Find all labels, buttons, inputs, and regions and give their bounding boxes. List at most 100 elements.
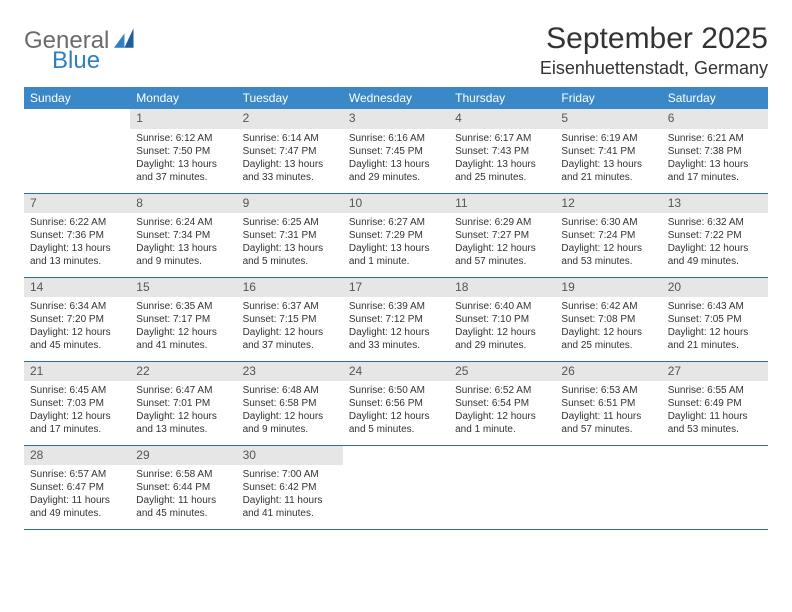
sunset-text: Sunset: 7:03 PM	[30, 397, 124, 410]
day-number: 12	[555, 194, 661, 214]
calendar-cell: 11Sunrise: 6:29 AMSunset: 7:27 PMDayligh…	[449, 193, 555, 277]
daylight-text: Daylight: 13 hours and 37 minutes.	[136, 158, 230, 184]
calendar-cell: 27Sunrise: 6:55 AMSunset: 6:49 PMDayligh…	[662, 361, 768, 445]
sunrise-text: Sunrise: 6:12 AM	[136, 132, 230, 145]
calendar-cell: 18Sunrise: 6:40 AMSunset: 7:10 PMDayligh…	[449, 277, 555, 361]
sunrise-text: Sunrise: 6:39 AM	[349, 300, 443, 313]
sunrise-text: Sunrise: 6:16 AM	[349, 132, 443, 145]
calendar-cell: 5Sunrise: 6:19 AMSunset: 7:41 PMDaylight…	[555, 109, 661, 193]
calendar-cell: 24Sunrise: 6:50 AMSunset: 6:56 PMDayligh…	[343, 361, 449, 445]
daylight-text: Daylight: 12 hours and 49 minutes.	[668, 242, 762, 268]
sunset-text: Sunset: 7:47 PM	[243, 145, 337, 158]
calendar-cell: 10Sunrise: 6:27 AMSunset: 7:29 PMDayligh…	[343, 193, 449, 277]
calendar-cell	[343, 445, 449, 529]
daylight-text: Daylight: 11 hours and 41 minutes.	[243, 494, 337, 520]
day-header: Monday	[130, 87, 236, 109]
sunset-text: Sunset: 7:24 PM	[561, 229, 655, 242]
calendar-cell: 1 Sunrise: 6:12 AMSunset: 7:50 PMDaylight…	[130, 109, 236, 193]
calendar-cell: 15Sunrise: 6:35 AMSunset: 7:17 PMDayligh…	[130, 277, 236, 361]
title-block: September 2025 Eisenhuettenstadt, German…	[540, 22, 768, 79]
sunset-text: Sunset: 7:05 PM	[668, 313, 762, 326]
sunset-text: Sunset: 7:20 PM	[30, 313, 124, 326]
sunset-text: Sunset: 7:34 PM	[136, 229, 230, 242]
day-number: 4	[449, 109, 555, 129]
sunset-text: Sunset: 6:49 PM	[668, 397, 762, 410]
calendar-cell	[662, 445, 768, 529]
day-number: 18	[449, 278, 555, 298]
daylight-text: Daylight: 11 hours and 45 minutes.	[136, 494, 230, 520]
sunrise-text: Sunrise: 6:40 AM	[455, 300, 549, 313]
calendar-cell: 26Sunrise: 6:53 AMSunset: 6:51 PMDayligh…	[555, 361, 661, 445]
day-number: 1	[130, 109, 236, 129]
daylight-text: Daylight: 13 hours and 1 minute.	[349, 242, 443, 268]
calendar-cell: 16 Sunrise: 6:37 AMSunset: 7:15 PMDayligh…	[237, 277, 343, 361]
day-number: 15	[130, 278, 236, 298]
day-number: 6	[662, 109, 768, 129]
day-number: 13	[662, 194, 768, 214]
day-number: 30	[237, 446, 343, 466]
sunset-text: Sunset: 7:50 PM	[136, 145, 230, 158]
daylight-text: Daylight: 11 hours and 49 minutes.	[30, 494, 124, 520]
sunset-text: Sunset: 6:42 PM	[243, 481, 337, 494]
day-number: 20	[662, 278, 768, 298]
day-header-row: Sunday Monday Tuesday Wednesday Thursday…	[24, 87, 768, 109]
sunrise-text: Sunrise: 6:34 AM	[30, 300, 124, 313]
day-header: Wednesday	[343, 87, 449, 109]
calendar-cell: 23Sunrise: 6:48 AMSunset: 6:58 PMDayligh…	[237, 361, 343, 445]
calendar-cell: 20Sunrise: 6:43 AMSunset: 7:05 PMDayligh…	[662, 277, 768, 361]
calendar-cell: 29Sunrise: 6:58 AMSunset: 6:44 PMDayligh…	[130, 445, 236, 529]
day-number: 3	[343, 109, 449, 129]
day-header: Friday	[555, 87, 661, 109]
sunrise-text: Sunrise: 6:53 AM	[561, 384, 655, 397]
sunrise-text: Sunrise: 6:52 AM	[455, 384, 549, 397]
sunset-text: Sunset: 7:15 PM	[243, 313, 337, 326]
daylight-text: Daylight: 12 hours and 53 minutes.	[561, 242, 655, 268]
daylight-text: Daylight: 13 hours and 29 minutes.	[349, 158, 443, 184]
daylight-text: Daylight: 12 hours and 1 minute.	[455, 410, 549, 436]
daylight-text: Daylight: 11 hours and 53 minutes.	[668, 410, 762, 436]
calendar-cell: 14Sunrise: 6:34 AMSunset: 7:20 PMDayligh…	[24, 277, 130, 361]
calendar-cell: 6Sunrise: 6:21 AMSunset: 7:38 PMDaylight…	[662, 109, 768, 193]
brand-word-2: Blue	[52, 49, 140, 73]
calendar-cell: 25Sunrise: 6:52 AMSunset: 6:54 PMDayligh…	[449, 361, 555, 445]
daylight-text: Daylight: 13 hours and 17 minutes.	[668, 158, 762, 184]
sunset-text: Sunset: 7:27 PM	[455, 229, 549, 242]
daylight-text: Daylight: 13 hours and 5 minutes.	[243, 242, 337, 268]
day-number: 16	[237, 278, 343, 298]
daylight-text: Daylight: 12 hours and 41 minutes.	[136, 326, 230, 352]
calendar-page: General Blue September 2025 Eisenhuetten…	[0, 0, 792, 552]
sunrise-text: Sunrise: 6:42 AM	[561, 300, 655, 313]
daylight-text: Daylight: 13 hours and 9 minutes.	[136, 242, 230, 268]
daylight-text: Daylight: 12 hours and 37 minutes.	[243, 326, 337, 352]
daylight-text: Daylight: 12 hours and 13 minutes.	[136, 410, 230, 436]
calendar-cell: 8Sunrise: 6:24 AMSunset: 7:34 PMDaylight…	[130, 193, 236, 277]
sunrise-text: Sunrise: 6:47 AM	[136, 384, 230, 397]
day-number: 21	[24, 362, 130, 382]
calendar-cell: 13Sunrise: 6:32 AMSunset: 7:22 PMDayligh…	[662, 193, 768, 277]
sunset-text: Sunset: 7:08 PM	[561, 313, 655, 326]
sunset-text: Sunset: 7:10 PM	[455, 313, 549, 326]
sunrise-text: Sunrise: 7:00 AM	[243, 468, 337, 481]
location-label: Eisenhuettenstadt, Germany	[540, 58, 768, 79]
sunrise-text: Sunrise: 6:14 AM	[243, 132, 337, 145]
sunrise-text: Sunrise: 6:37 AM	[243, 300, 337, 313]
sunset-text: Sunset: 6:56 PM	[349, 397, 443, 410]
sunset-text: Sunset: 7:38 PM	[668, 145, 762, 158]
sunrise-text: Sunrise: 6:35 AM	[136, 300, 230, 313]
sunrise-text: Sunrise: 6:48 AM	[243, 384, 337, 397]
calendar-row: 14Sunrise: 6:34 AMSunset: 7:20 PMDayligh…	[24, 277, 768, 361]
calendar-cell: 22Sunrise: 6:47 AMSunset: 7:01 PMDayligh…	[130, 361, 236, 445]
calendar-cell	[24, 109, 130, 193]
day-number: 11	[449, 194, 555, 214]
sunrise-text: Sunrise: 6:45 AM	[30, 384, 124, 397]
sunrise-text: Sunrise: 6:17 AM	[455, 132, 549, 145]
sunrise-text: Sunrise: 6:19 AM	[561, 132, 655, 145]
day-header: Saturday	[662, 87, 768, 109]
sunset-text: Sunset: 7:22 PM	[668, 229, 762, 242]
daylight-text: Daylight: 12 hours and 5 minutes.	[349, 410, 443, 436]
daylight-text: Daylight: 12 hours and 21 minutes.	[668, 326, 762, 352]
sunrise-text: Sunrise: 6:22 AM	[30, 216, 124, 229]
day-number: 17	[343, 278, 449, 298]
day-number: 8	[130, 194, 236, 214]
calendar-table: Sunday Monday Tuesday Wednesday Thursday…	[24, 87, 768, 530]
